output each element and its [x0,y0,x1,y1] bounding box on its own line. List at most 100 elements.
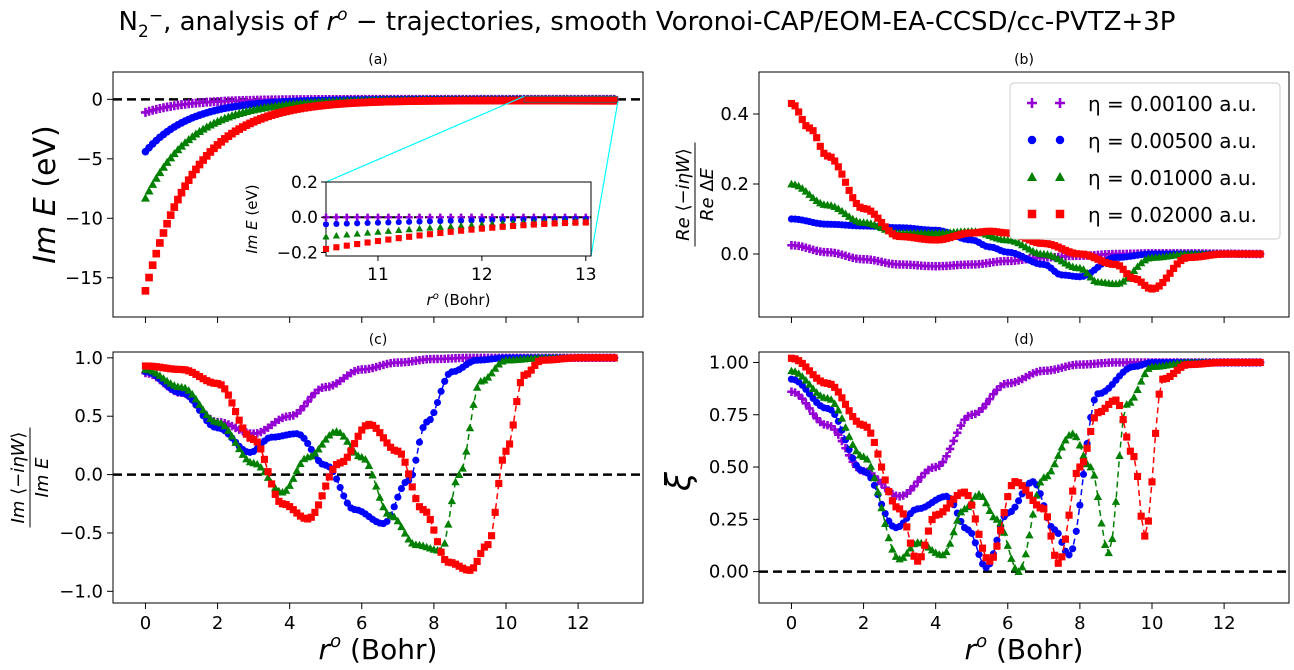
data-point [292,466,302,475]
data-point [1108,397,1116,405]
data-point [441,377,449,385]
data-point [1025,530,1034,539]
data-point [318,492,326,500]
data-point [1082,268,1092,277]
data-point [408,483,416,491]
data-point [289,474,298,482]
data-point [289,506,297,514]
data-point [964,491,972,500]
data-point [145,273,153,282]
data-point [145,362,153,370]
data-point [787,99,796,108]
data-point [144,186,154,195]
data-point [939,508,947,516]
data-point [949,436,958,446]
data-point [798,359,806,368]
inset-data-point [426,218,433,225]
data-point [1029,237,1037,245]
y-tick-label: 0.25 [709,509,749,530]
data-point [939,235,947,243]
data-point [968,229,976,237]
data-point [971,515,979,523]
data-point [184,176,193,185]
data-point [257,445,265,453]
y-tick-label: 0.2 [720,174,749,195]
inset-data-point [343,242,350,249]
data-point [1017,562,1027,571]
data-point [960,488,969,496]
data-point [296,459,305,468]
x-tick-label: 0 [140,613,151,634]
data-point [181,182,189,191]
data-point [964,229,972,237]
data-point [488,532,496,540]
data-point [253,438,261,446]
data-point [340,492,348,500]
x-tick-label: 4 [284,613,295,634]
data-point [1130,453,1138,461]
data-point [888,545,897,553]
data-point [1249,250,1257,258]
data-point [401,458,409,466]
y-tick-label: −5 [76,149,103,170]
data-point [1216,250,1225,258]
data-point [877,503,886,512]
data-point [975,530,983,538]
data-point [945,539,955,547]
data-point [975,550,983,559]
data-point [376,429,384,437]
legend-label: η = 0.02000 a.u. [1088,203,1257,227]
y-axis-label: ξ [659,471,699,492]
inset-data-point [468,226,475,233]
legend-item: η = 0.02000 a.u. [1027,203,1257,227]
data-point [192,370,200,378]
data-point [1126,447,1134,455]
data-point [798,372,807,380]
data-point [1112,396,1120,404]
axes-frame [112,351,644,604]
data-point [1021,549,1031,558]
data-point [1224,250,1232,258]
data-point [462,447,471,455]
data-point [888,497,896,505]
data-point [202,152,211,160]
data-point [1101,404,1109,412]
data-point [884,533,893,542]
inset-data-point [364,219,371,227]
data-point [448,559,456,567]
data-point [423,508,431,516]
data-point [831,157,839,165]
data-point [199,156,207,164]
data-point [228,399,236,407]
data-point [163,219,171,228]
inset-data-point [374,237,382,245]
data-point [390,512,399,521]
x-tick-label: 8 [428,613,439,634]
series-1 [787,358,1264,572]
x-tick-label: 2 [212,613,223,634]
inset-data-point [353,213,361,221]
data-point [935,510,943,518]
data-point [185,367,193,375]
inset-data-point [395,226,403,234]
data-point [1209,251,1217,259]
data-point [170,365,178,373]
data-point [906,233,914,241]
data-point [394,447,402,455]
data-point [325,473,333,481]
data-point [874,214,882,222]
data-point [1220,250,1228,258]
data-point [490,364,500,372]
inset-data-point [458,217,465,224]
data-point [314,444,323,453]
data-point [304,515,312,523]
data-point [1256,250,1264,258]
data-point [275,497,283,505]
data-point [307,445,315,454]
data-point [813,134,821,142]
data-point [466,566,474,574]
data-point [863,469,871,477]
data-point [545,356,553,364]
data-point [1011,503,1019,511]
data-point [574,354,582,362]
